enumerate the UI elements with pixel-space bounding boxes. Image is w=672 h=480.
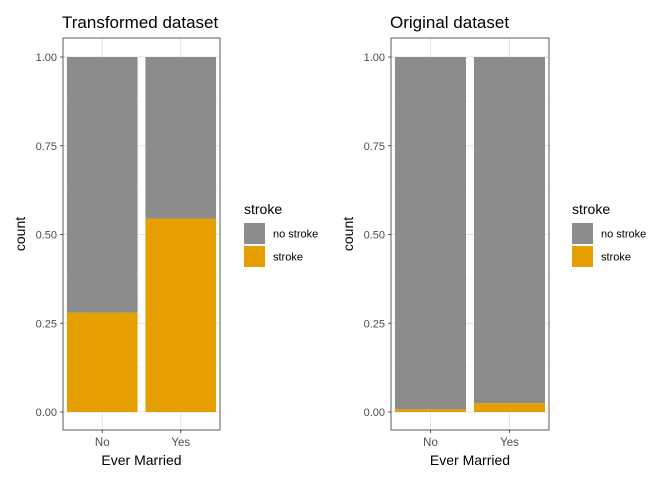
- legend-label: stroke: [601, 252, 631, 264]
- legend-label: stroke: [273, 252, 303, 264]
- y-axis-title: count: [340, 217, 356, 251]
- chart-title: Original dataset: [390, 13, 509, 32]
- legend-key-no-stroke: [572, 223, 593, 244]
- x-tick-label: Yes: [500, 437, 519, 449]
- y-tick-label: 1.00: [364, 52, 385, 64]
- y-tick-label: 0.50: [364, 230, 385, 242]
- x-axis-title: Ever Married: [430, 452, 510, 468]
- y-tick-label: 1.00: [36, 52, 57, 64]
- x-tick-label: No: [95, 437, 110, 449]
- chart-title: Transformed dataset: [62, 13, 218, 32]
- x-axis-title: Ever Married: [101, 452, 181, 468]
- x-tick-label: No: [423, 437, 438, 449]
- bar-no-stroke-no: [66, 57, 138, 313]
- bar-no-stroke-yes: [473, 57, 546, 404]
- y-tick-label: 0.25: [364, 318, 385, 330]
- x-tick-label: Yes: [171, 437, 190, 449]
- y-tick-label: 0.75: [364, 141, 385, 153]
- bar-no-stroke-no: [394, 57, 467, 410]
- bar-stroke-no: [394, 409, 467, 412]
- y-tick-label: 0.50: [36, 230, 57, 242]
- legend-label: no stroke: [601, 229, 646, 241]
- legend-key-stroke: [244, 246, 265, 267]
- bar-stroke-yes: [145, 218, 217, 412]
- y-axis-title: count: [12, 217, 28, 251]
- panel-border: [390, 37, 550, 431]
- bar-stroke-yes: [473, 403, 546, 412]
- legend-label: no stroke: [273, 229, 318, 241]
- y-tick-label: 0.75: [36, 141, 57, 153]
- legend-key-stroke: [572, 246, 593, 267]
- y-tick-label: 0.00: [36, 407, 57, 419]
- legend-title: stroke: [572, 201, 610, 217]
- bar-no-stroke-yes: [145, 57, 217, 219]
- y-tick-label: 0.00: [364, 407, 385, 419]
- y-tick-label: 0.25: [36, 318, 57, 330]
- bar-stroke-no: [66, 312, 138, 412]
- legend-title: stroke: [244, 201, 282, 217]
- panel-border: [62, 37, 221, 431]
- legend-key-no-stroke: [244, 223, 265, 244]
